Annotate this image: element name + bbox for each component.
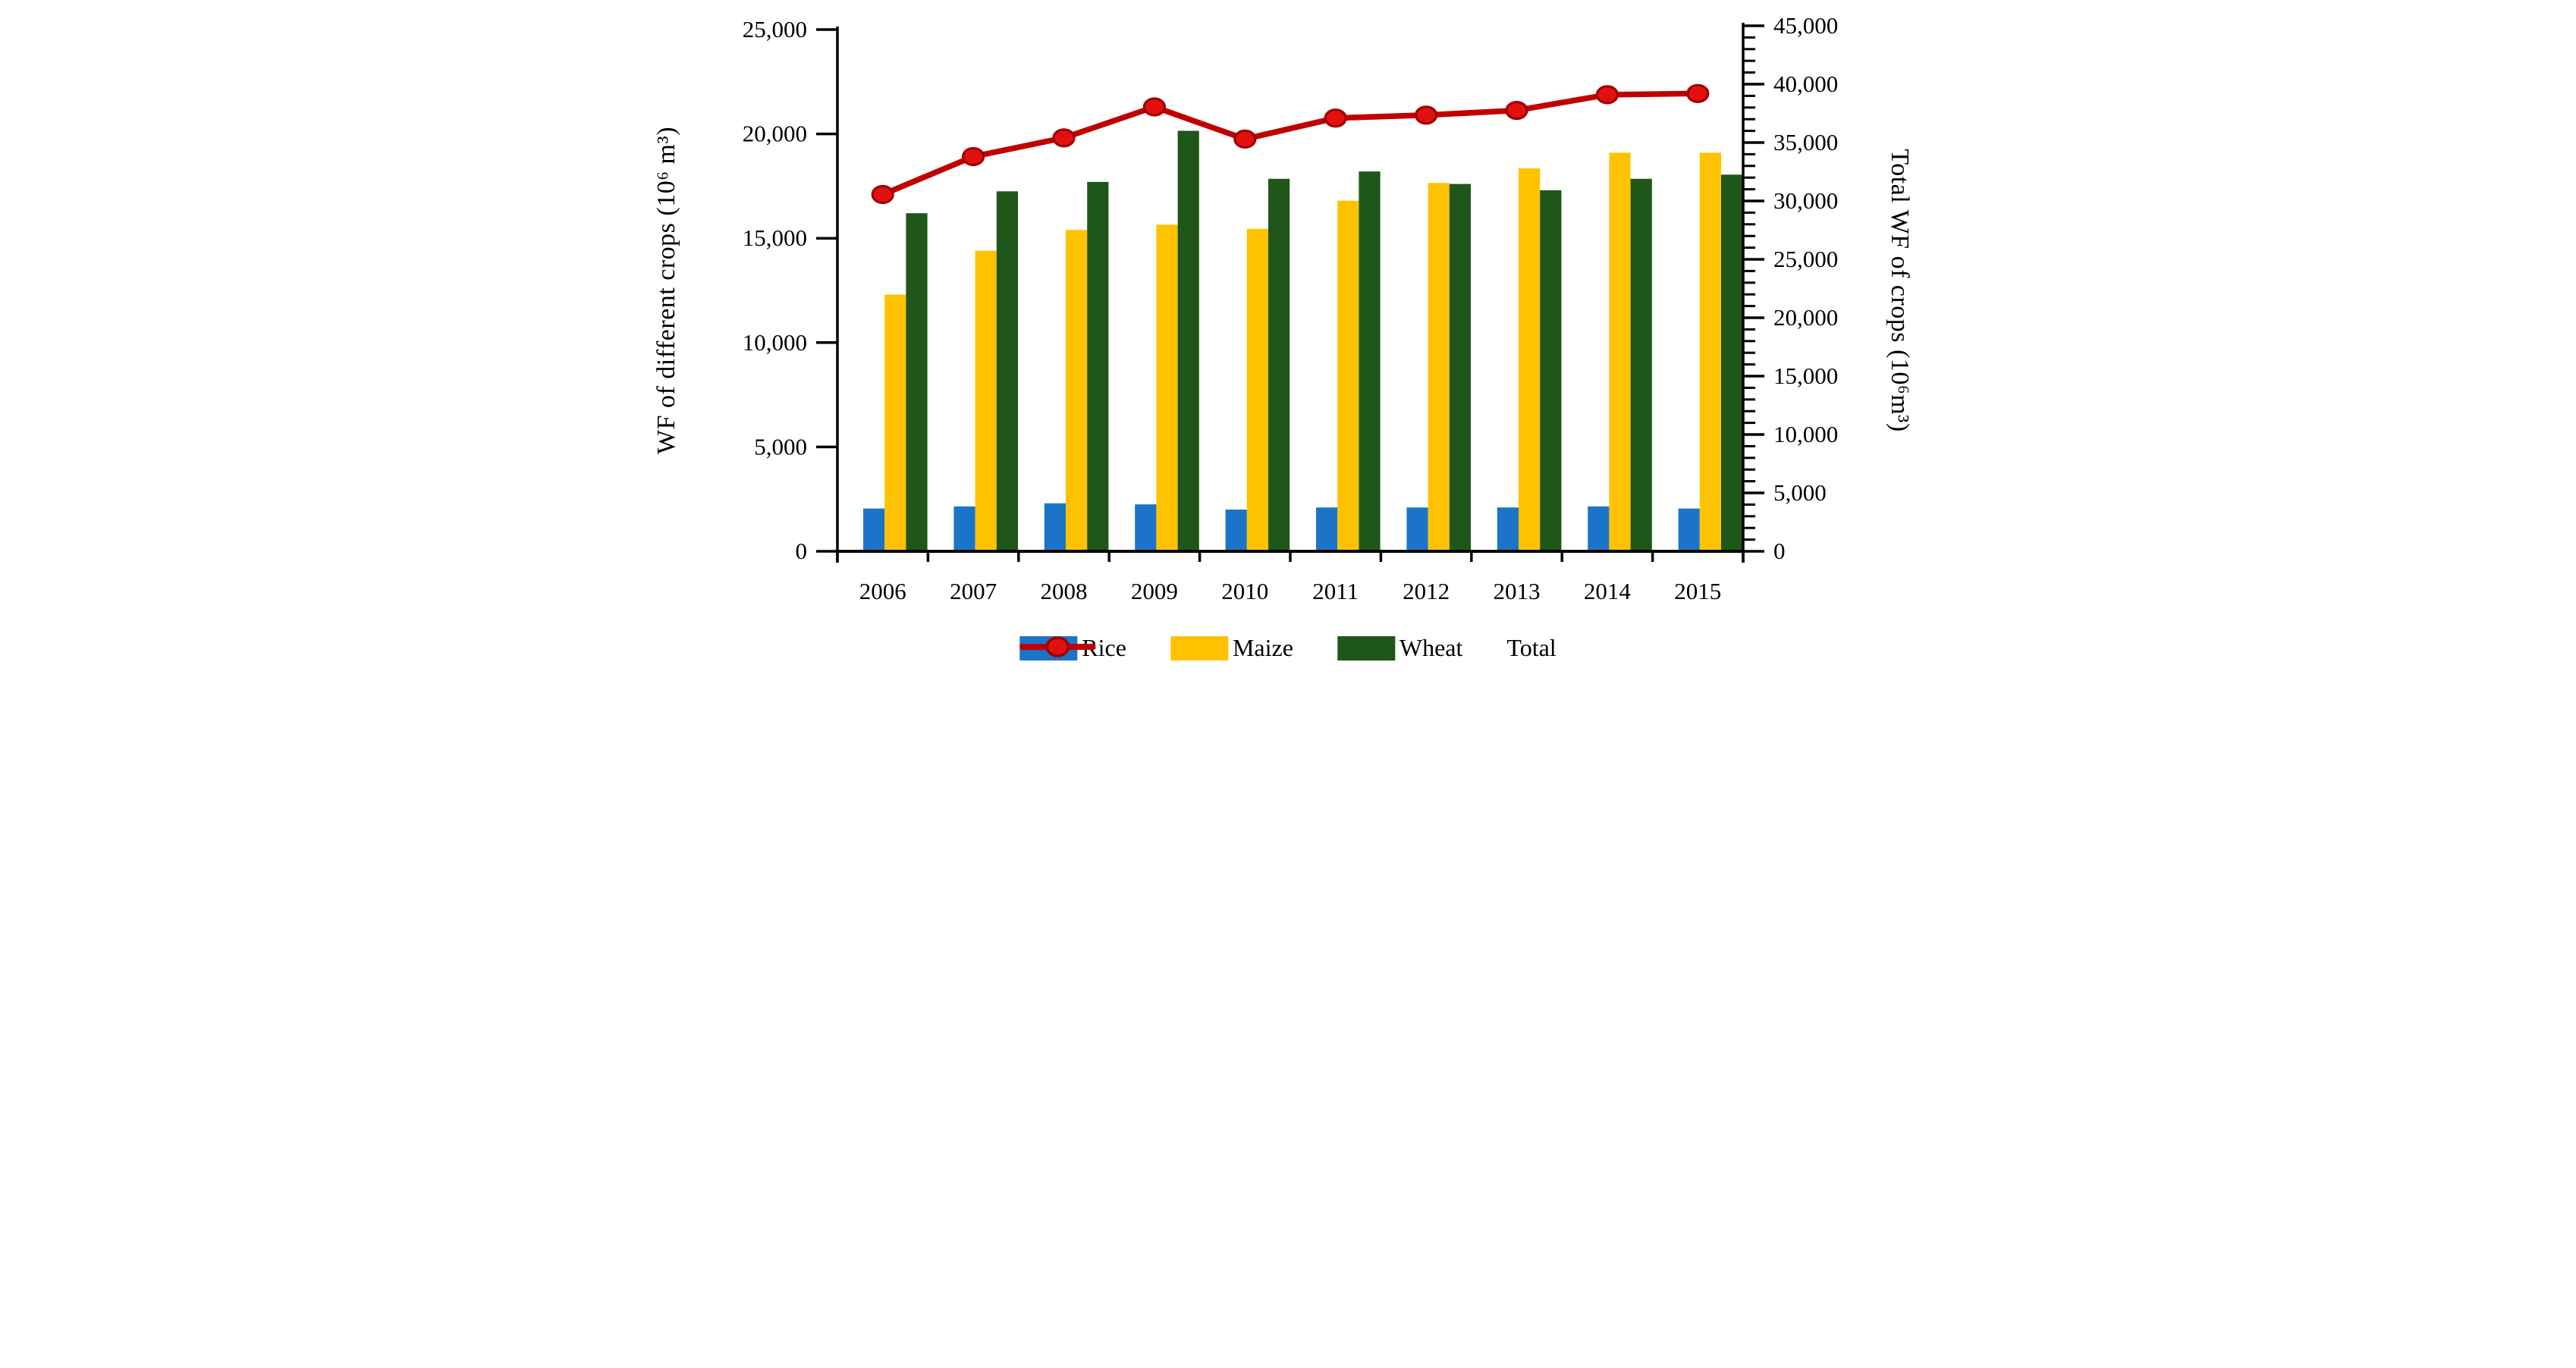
bar-maize-2013: [1519, 168, 1541, 551]
right-axis-tick-label: 40,000: [1773, 71, 1838, 97]
bar-rice-2014: [1588, 506, 1610, 551]
bar-wheat-2012: [1449, 184, 1471, 551]
x-axis-tick-label: 2012: [1403, 578, 1450, 604]
bar-wheat-2015: [1721, 174, 1743, 552]
bar-maize-2012: [1428, 183, 1450, 552]
right-axis-tick-label: 45,000: [1773, 12, 1838, 39]
legend-item-wheat: Wheat: [1337, 634, 1463, 662]
right-axis-tick-label: 20,000: [1773, 304, 1838, 331]
legend-label-wheat: Wheat: [1399, 634, 1463, 661]
bar-maize-2006: [884, 294, 906, 551]
x-axis-tick-label: 2013: [1494, 578, 1541, 604]
bar-rice-2006: [863, 508, 885, 551]
bar-rice-2013: [1497, 507, 1519, 551]
x-axis-tick-label: 2015: [1674, 578, 1721, 604]
bar-rice-2015: [1678, 508, 1700, 551]
left-axis-tick-label: 20,000: [743, 121, 807, 147]
total-marker-2012: [1414, 105, 1438, 125]
right-axis-tick-label: 15,000: [1773, 362, 1838, 389]
bar-maize-2014: [1609, 152, 1631, 551]
left-axis-tick-label: 5,000: [754, 433, 807, 460]
right-axis-tick-label: 30,000: [1773, 187, 1838, 214]
total-marker-2006: [871, 184, 894, 205]
right-axis-tick-label: 10,000: [1773, 421, 1838, 447]
total-marker-2007: [962, 146, 985, 167]
bar-rice-2011: [1316, 507, 1338, 551]
bar-rice-2010: [1225, 510, 1247, 551]
bar-wheat-2014: [1630, 178, 1652, 552]
x-axis-tick-label: 2014: [1584, 578, 1632, 604]
legend: Rice Maize Wheat Total: [1019, 634, 1557, 662]
bar-maize-2008: [1066, 230, 1088, 551]
right-axis-tick-label: 0: [1773, 538, 1786, 564]
bar-rice-2007: [953, 506, 975, 551]
right-axis-tick-label: 5,000: [1773, 479, 1827, 506]
legend-item-rice: Rice: [1019, 634, 1126, 662]
chart-plot-area: 2006 2007 2008 2009 2010 2011 2012 2013 2014 2015…: [743, 12, 1839, 604]
bar-maize-2011: [1337, 200, 1359, 551]
total-marker-2014: [1595, 85, 1619, 105]
left-axis-tick-label: 10,000: [743, 329, 807, 356]
x-axis-tick-label: 2011: [1312, 578, 1359, 604]
bar-wheat-2008: [1087, 181, 1109, 551]
x-axis-tick-label: 2008: [1041, 578, 1088, 604]
total-marker-2015: [1686, 83, 1710, 103]
bar-wheat-2010: [1268, 178, 1290, 552]
bar-wheat-2011: [1359, 171, 1381, 551]
left-axis-tick-label: 15,000: [743, 224, 807, 251]
bar-maize-2007: [975, 250, 997, 551]
bar-wheat-2009: [1177, 130, 1199, 551]
total-marker-2011: [1324, 108, 1347, 128]
bar-maize-2010: [1246, 228, 1268, 551]
bar-rice-2009: [1135, 504, 1157, 551]
total-line-sample-icon: [1019, 636, 1096, 657]
left-axis-tick-label: 25,000: [743, 16, 807, 42]
legend-item-maize: Maize: [1170, 634, 1293, 662]
legend-label-maize: Maize: [1232, 634, 1293, 661]
legend-label-total: Total: [1506, 634, 1557, 661]
total-line: [879, 90, 1701, 198]
bar-wheat-2007: [996, 191, 1018, 552]
legend-item-total: Total: [1019, 634, 1557, 662]
left-axis-title: WF of different crops (10⁶ m³): [652, 126, 680, 455]
water-footprint-combo-chart: 2006 2007 2008 2009 2010 2011 2012 2013 2014 2015…: [644, 0, 1932, 684]
x-axis-tick-label: 2010: [1221, 578, 1268, 604]
wheat-swatch: [1337, 635, 1395, 660]
right-axis-tick-label: 25,000: [1773, 246, 1838, 272]
bar-rice-2012: [1406, 507, 1428, 551]
right-axis-title: Total WF of crops (10⁶m³): [1886, 149, 1914, 432]
bar-maize-2015: [1699, 152, 1721, 551]
x-axis-tick-label: 2006: [859, 578, 906, 604]
bar-wheat-2013: [1540, 190, 1562, 551]
total-marker-2008: [1052, 128, 1076, 148]
bar-rice-2008: [1044, 503, 1066, 551]
maize-swatch: [1170, 635, 1228, 660]
total-marker-2010: [1233, 129, 1257, 149]
bar-maize-2009: [1156, 224, 1178, 551]
total-marker-2009: [1142, 97, 1167, 117]
bar-wheat-2006: [906, 213, 928, 551]
x-axis-tick-label: 2009: [1131, 578, 1178, 604]
left-axis-tick-label: 0: [796, 538, 808, 564]
x-axis-tick-label: 2007: [950, 578, 997, 604]
right-axis-tick-label: 35,000: [1773, 129, 1838, 155]
total-marker-2013: [1505, 101, 1528, 121]
